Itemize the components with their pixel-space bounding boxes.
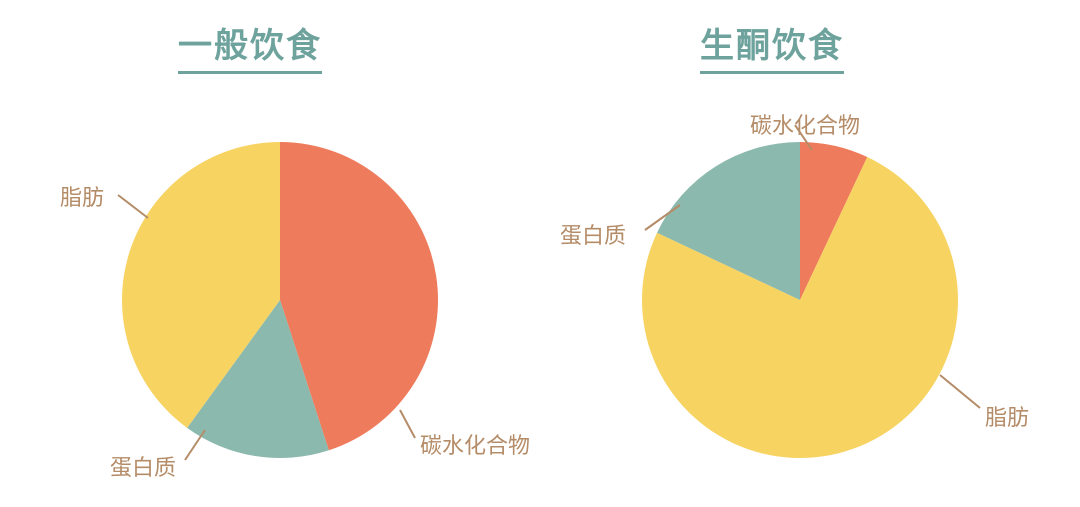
diet-comparison-infographic: 一般饮食碳水化合物蛋白质脂肪生酮饮食碳水化合物蛋白质脂肪: [0, 0, 1080, 507]
slice-label: 蛋白质: [560, 218, 626, 250]
pie-keto-diet: [642, 142, 958, 458]
leader-line: [118, 195, 148, 218]
slice-label: 碳水化合物: [420, 428, 530, 460]
slice-label: 脂肪: [60, 180, 104, 212]
pie-normal-diet: [122, 142, 438, 458]
slice-label: 碳水化合物: [750, 108, 860, 140]
leader-line: [185, 430, 205, 460]
charts-svg: [0, 0, 1080, 507]
slice-label: 脂肪: [985, 400, 1029, 432]
chart-title-keto-diet: 生酮饮食: [700, 18, 844, 74]
leader-line: [400, 410, 415, 438]
leader-line: [940, 375, 980, 408]
chart-title-normal-diet: 一般饮食: [178, 18, 322, 74]
slice-label: 蛋白质: [110, 450, 176, 482]
